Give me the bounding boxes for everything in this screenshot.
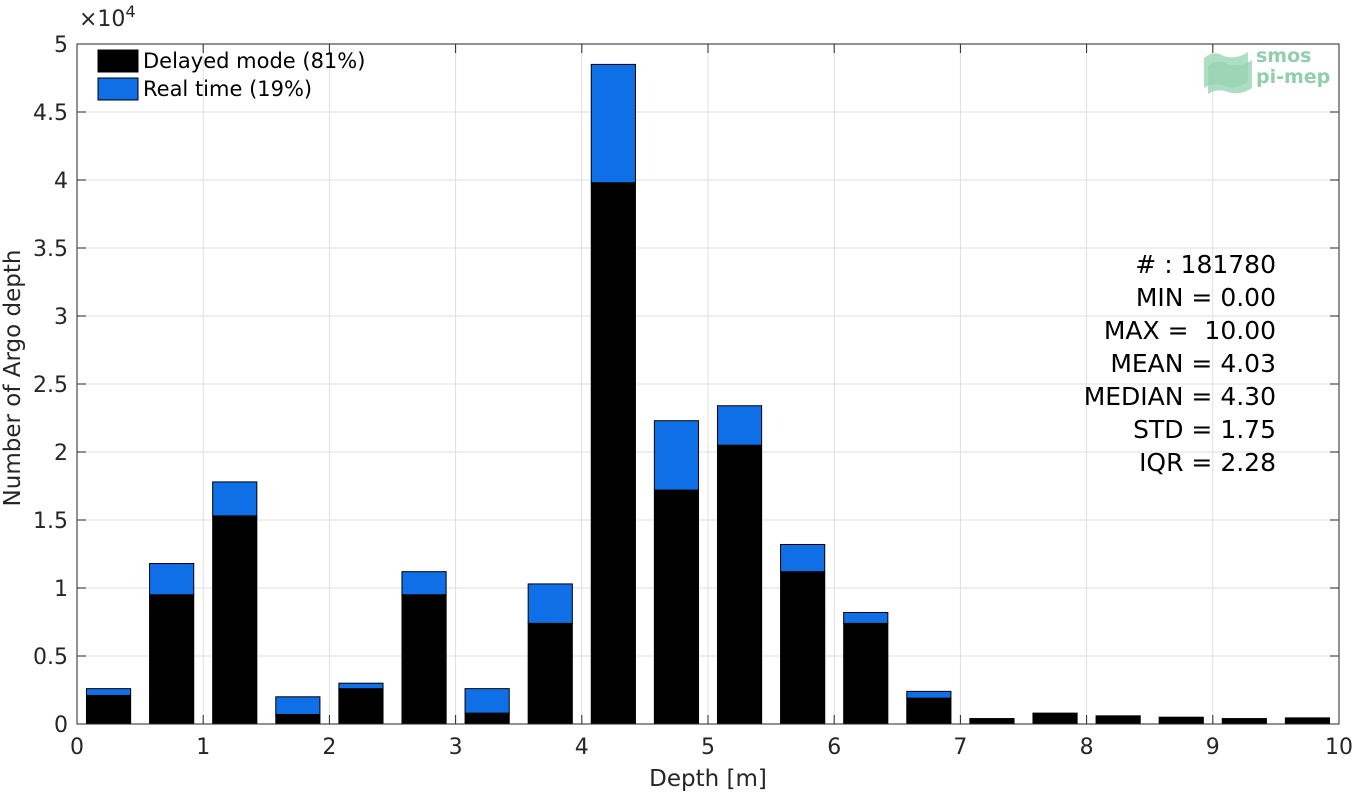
y-tick-label: 3.5 (33, 237, 68, 262)
stat-line: MAX = 10.00 (1104, 316, 1276, 345)
bar-real-time (275, 696, 321, 715)
bar-delayed-mode (843, 622, 889, 725)
stat-line: MEAN = 4.03 (1110, 349, 1276, 378)
x-tick-label: 10 (1325, 735, 1353, 760)
bar-delayed-mode (401, 594, 447, 725)
bar-delayed-mode (85, 694, 132, 725)
x-tick-label: 6 (827, 735, 841, 760)
bar-delayed-mode (653, 489, 700, 725)
bars (85, 63, 1331, 725)
stat-line: STD = 1.75 (1133, 415, 1276, 444)
logo-text-smos: smos (1256, 45, 1311, 67)
y-tick-label: 0 (54, 713, 68, 738)
bar-real-time (401, 571, 447, 596)
y-tick-label: 0.5 (33, 645, 68, 670)
x-tick-label: 8 (1080, 735, 1094, 760)
x-tick-label: 4 (575, 735, 589, 760)
bar-delayed-mode (906, 697, 952, 725)
x-tick-label: 0 (70, 735, 84, 760)
bar-real-time (338, 682, 384, 690)
y-tick-label: 4 (54, 169, 68, 194)
bar-delayed-mode (149, 594, 195, 725)
bar-real-time (464, 688, 510, 714)
bar-delayed-mode (1158, 716, 1204, 725)
bar-delayed-mode (1095, 715, 1141, 725)
bar-real-time (843, 611, 889, 624)
y-tick-label: 3 (54, 305, 68, 330)
bar-delayed-mode (1284, 717, 1331, 725)
bar-delayed-mode (780, 571, 826, 725)
bar-real-time (85, 688, 132, 696)
bar-real-time (590, 63, 636, 184)
x-tick-label: 9 (1206, 735, 1220, 760)
legend-label-realtime: Real time (19%) (143, 77, 312, 101)
stat-line: IQR = 2.28 (1139, 448, 1276, 477)
stat-line: # : 181780 (1135, 250, 1276, 279)
y-tick-label: 2 (54, 441, 68, 466)
bar-delayed-mode (1032, 712, 1078, 725)
x-tick-label: 2 (322, 735, 336, 760)
y-tick-label: 1.5 (33, 509, 68, 534)
stat-line: MEDIAN = 4.30 (1084, 382, 1276, 411)
bar-real-time (527, 583, 573, 624)
x-tick-label: 7 (953, 735, 967, 760)
bar-delayed-mode (969, 718, 1015, 725)
y-tick-label: 5 (54, 33, 68, 58)
bar-real-time (653, 420, 700, 491)
legend-label-delayed: Delayed mode (81%) (143, 49, 365, 73)
y-tick-label: 2.5 (33, 373, 68, 398)
stat-line: MIN = 0.00 (1136, 283, 1276, 312)
legend-swatch-delayed (97, 49, 139, 73)
bar-delayed-mode (527, 622, 573, 725)
axis-ticks: 0 1 2 3 4 5 6 7 8 9 10 0 0.5 1 1.5 2 2.5 3 3.5 4 4.5 5 (33, 33, 1353, 760)
bar-real-time (906, 690, 952, 699)
bar-delayed-mode (716, 444, 763, 725)
bar-delayed-mode (338, 688, 384, 725)
x-axis-label: Depth [m] (649, 766, 767, 792)
bar-delayed-mode (212, 515, 258, 725)
legend: Delayed mode (81%) Real time (19%) (97, 49, 365, 101)
x-tick-label: 1 (196, 735, 210, 760)
y-tick-label: 1 (54, 577, 68, 602)
y-tick-label: 4.5 (33, 101, 68, 126)
y-axis-label: Number of Argo depth (0, 250, 26, 507)
bar-real-time (716, 405, 763, 446)
bar-real-time (780, 543, 826, 573)
bar-real-time (149, 563, 195, 596)
logo-text-pimep: pi-mep (1256, 66, 1330, 88)
y-exponent-base: ×10 (79, 7, 125, 32)
legend-swatch-realtime (97, 77, 139, 101)
bar-delayed-mode (275, 713, 321, 725)
bar-real-time (212, 481, 258, 517)
bar-delayed-mode (590, 182, 636, 725)
statistics-annotation: # : 181780 MIN = 0.00 MAX = 10.00 MEAN = 4.… (1084, 250, 1276, 477)
y-exponent-label: ×104 (79, 2, 136, 32)
x-tick-label: 3 (449, 735, 463, 760)
x-tick-label: 5 (701, 735, 715, 760)
bar-delayed-mode (1221, 718, 1267, 725)
smos-pi-mep-logo: smos pi-mep (1204, 45, 1330, 94)
bar-delayed-mode (464, 712, 510, 725)
y-exponent-power: 4 (125, 2, 135, 21)
